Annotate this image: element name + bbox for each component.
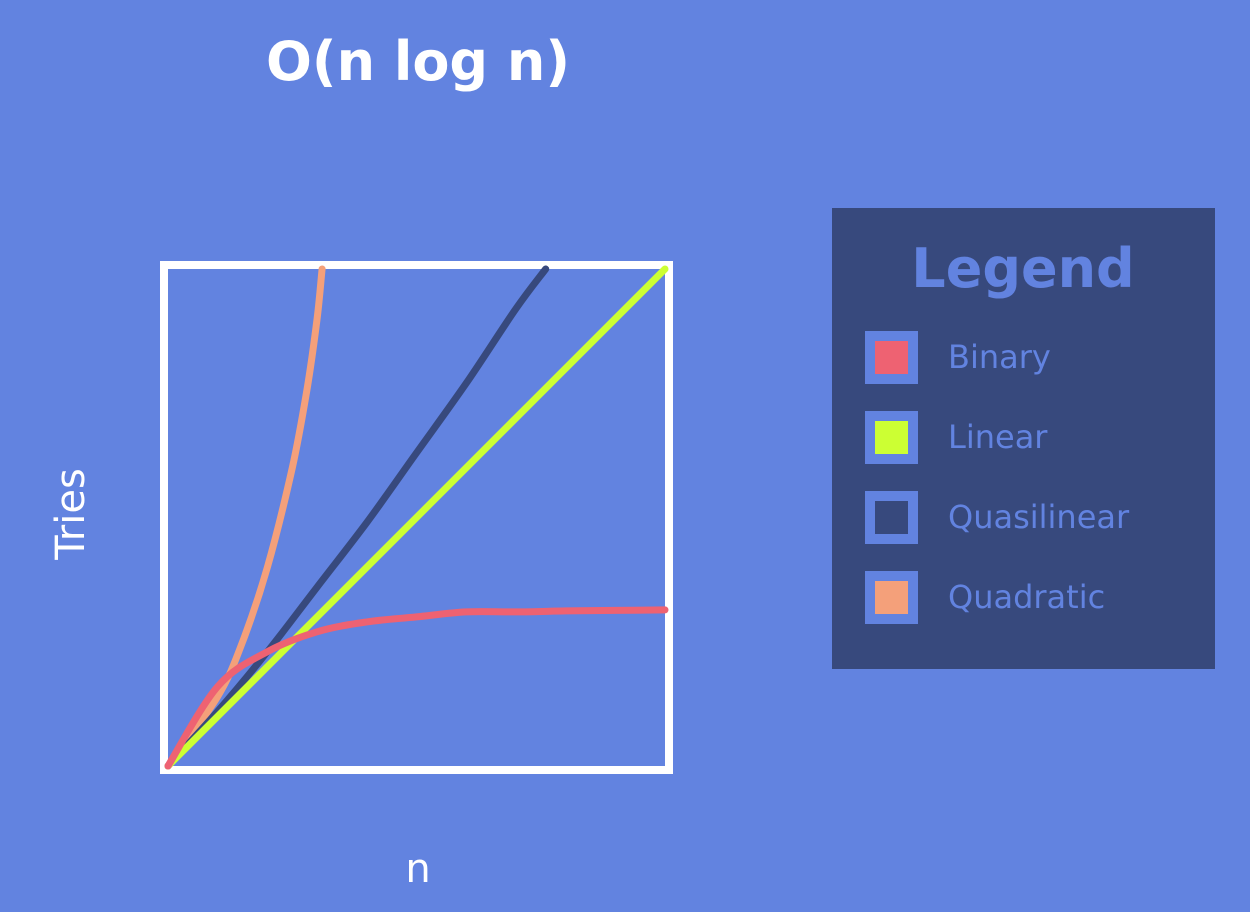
- series-layer: [164, 265, 669, 770]
- legend-swatch-linear: [875, 421, 908, 454]
- legend-label-quasilinear: Quasilinear: [948, 498, 1130, 536]
- x-axis-label: n: [405, 846, 430, 892]
- legend-label-quadratic: Quadratic: [948, 578, 1105, 616]
- plot-frame: [160, 261, 673, 774]
- legend-swatch-quadratic: [875, 581, 908, 614]
- legend-item-quasilinear: Quasilinear: [865, 491, 1130, 544]
- series-line-quasilinear: [164, 265, 550, 770]
- legend-label-linear: Linear: [948, 418, 1048, 456]
- legend-title: Legend: [911, 237, 1134, 300]
- legend-label-binary: Binary: [948, 338, 1051, 376]
- legend-item-binary: Binary: [865, 331, 1051, 384]
- legend: Legend Binary Linear Quasilinear Quadratic: [832, 208, 1215, 669]
- chart-title: O(n log n): [266, 30, 570, 93]
- legend-items: Binary Linear Quasilinear Quadratic: [865, 331, 1130, 624]
- legend-item-quadratic: Quadratic: [865, 571, 1105, 624]
- series-line-binary: [164, 606, 669, 770]
- legend-swatch-binary: [875, 341, 908, 374]
- series-line-linear: [164, 265, 669, 770]
- y-axis-label: Tries: [48, 468, 94, 561]
- legend-item-linear: Linear: [865, 411, 1048, 464]
- series-line-quadratic: [164, 265, 326, 770]
- plot-area: [160, 261, 673, 774]
- legend-swatch-quasilinear: [875, 501, 908, 534]
